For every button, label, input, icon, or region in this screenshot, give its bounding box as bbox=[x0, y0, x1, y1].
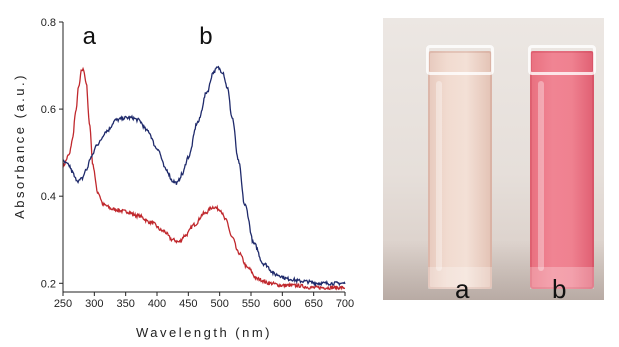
x-tick-label: 550 bbox=[242, 298, 260, 310]
cuvette-b bbox=[528, 45, 596, 289]
x-tick-label: 450 bbox=[179, 298, 197, 310]
y-axis-title: Absorbance (a.u.) bbox=[12, 73, 27, 219]
absorbance-chart: 250 300 350 400 450 500 550 600 650 700 0.2 0.4 0.6 0… bbox=[12, 17, 354, 340]
y-tick-label: 0.2 bbox=[41, 278, 56, 290]
cuvette-b-base bbox=[530, 267, 594, 289]
x-tick-label: 400 bbox=[148, 298, 166, 310]
x-tick-label: 500 bbox=[210, 298, 228, 310]
photo-label-b: b bbox=[552, 274, 567, 300]
x-axis-title: Wavelength (nm) bbox=[136, 325, 272, 340]
cuvette-photo: a b bbox=[383, 18, 604, 300]
series-b-line bbox=[62, 65, 346, 287]
cuvette-b-glare bbox=[538, 81, 544, 271]
chart-axes bbox=[62, 22, 345, 293]
x-tick-label: 700 bbox=[336, 298, 354, 310]
cuvette-a-glare bbox=[436, 81, 442, 271]
x-tick-label: 350 bbox=[116, 298, 134, 310]
y-tick-label: 0.4 bbox=[41, 191, 56, 203]
y-tick-label: 0.6 bbox=[41, 104, 56, 116]
cuvette-a-rim bbox=[426, 45, 494, 75]
y-tick-label: 0.8 bbox=[41, 17, 56, 29]
chart-ticks: 250 300 350 400 450 500 550 600 650 700 0.2 0.4 0.6 0… bbox=[41, 17, 354, 310]
x-tick-label: 650 bbox=[304, 298, 322, 310]
cuvette-b-rim bbox=[528, 45, 596, 75]
spectrum-curves bbox=[62, 65, 346, 291]
cuvette-a bbox=[426, 45, 494, 289]
x-tick-label: 600 bbox=[273, 298, 291, 310]
photo-label-a: a bbox=[455, 274, 470, 300]
x-tick-label: 300 bbox=[85, 298, 103, 310]
series-a-line bbox=[62, 66, 346, 291]
annotation-a: a bbox=[83, 23, 97, 50]
cuvette-a-base bbox=[428, 267, 492, 289]
annotation-b: b bbox=[199, 23, 212, 50]
x-tick-label: 250 bbox=[54, 298, 72, 310]
